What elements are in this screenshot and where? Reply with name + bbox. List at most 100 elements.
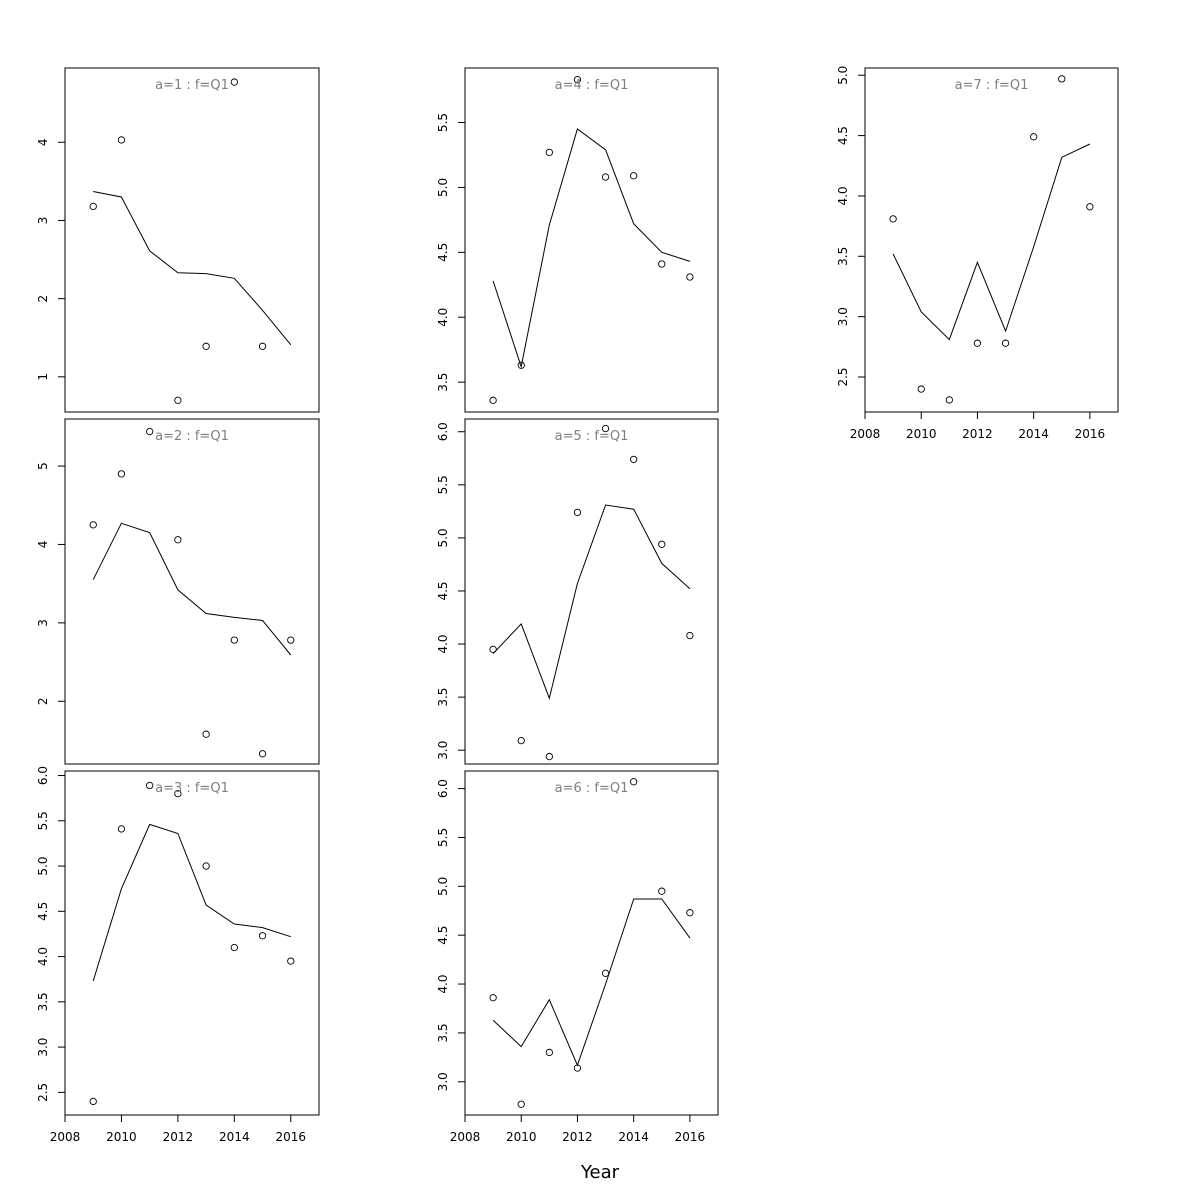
data-point (601, 969, 610, 977)
x-tick-label: 2012 (562, 1130, 593, 1144)
panel-title: a=1 : f=Q1 (155, 78, 229, 93)
y-tick-label: 2.5 (836, 367, 850, 386)
y-tick-label: 5.5 (436, 113, 450, 132)
data-point (686, 273, 694, 281)
panel-title: a=3 : f=Q1 (155, 781, 229, 796)
data-point (489, 645, 497, 654)
y-tick-label: 3.0 (36, 1038, 50, 1057)
x-tick-label: 2016 (675, 1130, 706, 1144)
data-point (945, 396, 953, 404)
data-point (258, 342, 267, 350)
y-tick-label: 1 (36, 373, 50, 381)
y-tick-label: 5 (36, 462, 50, 470)
y-tick-label: 6.0 (36, 766, 50, 785)
y-tick-label: 5.0 (436, 178, 450, 197)
data-point (1086, 203, 1094, 211)
data-point (202, 862, 210, 870)
y-tick-label: 3.5 (436, 373, 450, 392)
y-tick-label: 4.5 (836, 126, 850, 145)
data-point (573, 508, 582, 517)
y-tick-label: 4.5 (436, 581, 450, 600)
data-point (174, 536, 182, 544)
data-point (1001, 339, 1010, 347)
data-point (686, 909, 694, 917)
data-point (287, 957, 295, 965)
data-point (517, 1100, 525, 1108)
panel-frame (464, 418, 719, 765)
panel-6: 3.0 3.5 4.0 4.5 5.0 5.5 6.0 2008 2010 2012 2014 201… (436, 770, 719, 1144)
x-tick-label: 2016 (276, 1130, 307, 1144)
data-point (686, 631, 694, 640)
data-point (89, 1097, 97, 1106)
data-point (545, 1048, 553, 1057)
y-tick-label: 3.0 (436, 1072, 450, 1091)
fitted-line (492, 898, 691, 1067)
fitted-line (492, 504, 691, 700)
data-point (545, 148, 553, 157)
y-tick-label: 5.5 (436, 475, 450, 494)
panel-title: a=5 : f=Q1 (555, 429, 629, 444)
panel-title: a=6 : f=Q1 (555, 781, 629, 796)
x-tick-label: 2008 (450, 1130, 481, 1144)
data-point (658, 540, 666, 548)
data-point (973, 339, 982, 347)
y-tick-label: 4.0 (36, 947, 50, 966)
y-tick-label: 4.5 (436, 926, 450, 945)
data-point (117, 136, 126, 144)
data-point (117, 825, 126, 833)
y-tick-label: 5.0 (836, 66, 850, 85)
data-point (202, 342, 210, 350)
data-point (517, 361, 525, 369)
data-point (517, 736, 525, 745)
data-point (230, 636, 238, 644)
x-tick-label: 2014 (1018, 427, 1049, 441)
fitted-line (492, 128, 691, 369)
panel-1: 1 2 3 4 a=1 : f=Q1 (36, 67, 320, 413)
y-tick-label: 2 (36, 697, 50, 705)
data-point (89, 521, 97, 529)
y-tick-label: 3.0 (836, 307, 850, 326)
data-point (489, 396, 497, 404)
y-tick-label: 5.5 (436, 828, 450, 847)
data-point (258, 750, 267, 758)
panel-5: 3.0 3.5 4.0 4.5 5.0 5.5 6.0 a=5 : f=Q1 (436, 418, 719, 765)
y-tick-label: 4.0 (436, 634, 450, 653)
x-tick-label: 2012 (962, 427, 993, 441)
x-tick-label: 2014 (618, 1130, 649, 1144)
data-point (917, 385, 925, 393)
y-tick-label: 3.5 (836, 247, 850, 266)
x-tick-label: 2010 (106, 1130, 137, 1144)
fitted-line (92, 823, 291, 982)
data-point (117, 470, 126, 478)
y-tick-label: 3.5 (36, 992, 50, 1011)
y-tick-label: 4 (36, 541, 50, 549)
y-tick-label: 5.0 (36, 857, 50, 876)
fitted-line (92, 522, 292, 656)
panel-frame (64, 770, 320, 1116)
panel-title: a=4 : f=Q1 (555, 78, 629, 93)
data-point (573, 76, 582, 84)
panel-frame (464, 67, 719, 413)
panel-frame (864, 67, 1119, 413)
panel-frame (64, 67, 320, 413)
y-tick-label: 5.0 (436, 528, 450, 547)
y-tick-label: 3.0 (436, 741, 450, 760)
data-point (230, 943, 238, 952)
y-tick-label: 4.0 (436, 974, 450, 993)
x-tick-label: 2010 (506, 1130, 537, 1144)
x-tick-label: 2008 (50, 1130, 81, 1144)
data-point (202, 730, 210, 738)
data-point (1058, 75, 1066, 83)
data-point (545, 752, 553, 761)
x-tick-label: 2008 (850, 427, 881, 441)
data-point (489, 994, 497, 1002)
panel-4: 3.5 4.0 4.5 5.0 5.5 a=4 : f=Q1 (436, 67, 719, 413)
data-point (601, 173, 610, 181)
data-point (889, 215, 897, 223)
data-point (146, 781, 154, 790)
y-tick-label: 4.5 (36, 902, 50, 921)
y-tick-label: 2 (36, 295, 50, 303)
data-point (174, 789, 182, 798)
data-point (146, 427, 154, 436)
y-tick-label: 3.5 (436, 1023, 450, 1042)
